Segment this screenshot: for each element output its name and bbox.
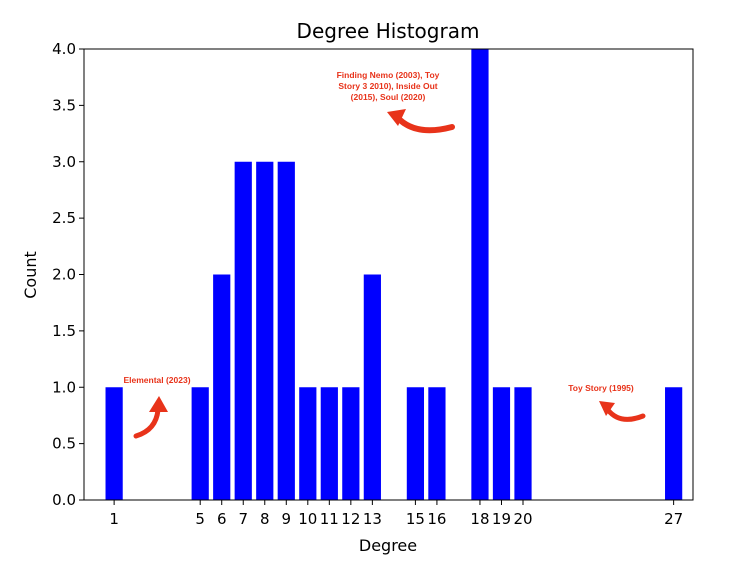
annotation-multi-film-line-1: Finding Nemo (2003), Toy	[337, 70, 440, 80]
x-tick-label: 18	[470, 510, 489, 528]
x-tick-label: 20	[513, 510, 532, 528]
x-tick-label: 13	[363, 510, 382, 528]
bar	[428, 387, 446, 500]
y-tick-label: 0.5	[52, 435, 76, 453]
x-tick-label: 15	[406, 510, 425, 528]
bar	[191, 387, 209, 500]
x-tick-label: 27	[664, 510, 683, 528]
bar	[105, 387, 123, 500]
y-tick-label: 1.5	[52, 322, 76, 340]
x-tick-label: 9	[282, 510, 292, 528]
bar	[363, 274, 381, 500]
bar	[492, 387, 511, 500]
annotation-elemental-arrowhead	[149, 396, 168, 412]
x-tick-label: 1	[109, 510, 119, 528]
bar	[320, 387, 338, 500]
annotation-toy-story-arrowhead	[599, 401, 615, 416]
y-tick-label: 2.0	[52, 266, 76, 284]
x-tick-label: 5	[195, 510, 205, 528]
annotation-multi-film-arrow	[397, 117, 455, 134]
annotation-toy-story-arrow	[605, 407, 646, 422]
y-tick-label: 2.5	[52, 209, 76, 227]
x-tick-label: 8	[260, 510, 270, 528]
y-tick-label: 3.5	[52, 96, 76, 114]
chart-title: Degree Histogram	[297, 19, 480, 43]
annotation-multi-film: Finding Nemo (2003), Toy Story 3 2010), …	[337, 70, 455, 134]
y-tick-label: 1.0	[52, 378, 76, 396]
bar	[234, 161, 252, 500]
y-tick-label: 0.0	[52, 491, 76, 509]
x-tick-label: 10	[298, 510, 317, 528]
bar	[277, 161, 295, 500]
annotation-multi-film-line-2: Story 3 2010), Inside Out	[338, 81, 437, 91]
x-tick-label: 6	[217, 510, 227, 528]
x-tick-label: 12	[341, 510, 360, 528]
bar	[299, 387, 317, 500]
y-axis-label: Count	[21, 251, 40, 299]
plot-area: 0.00.51.01.52.02.53.03.54.01 5 6 7 8 9 10 11 12 1…	[52, 40, 694, 528]
bar	[471, 49, 489, 500]
annotation-elemental-text: Elemental (2023)	[123, 375, 190, 385]
x-tick-label: 19	[492, 510, 511, 528]
bar	[256, 161, 274, 500]
annotation-multi-film-arrowhead	[387, 109, 406, 126]
x-tick-label: 16	[427, 510, 446, 528]
annotation-toy-story: Toy Story (1995)	[568, 383, 646, 422]
annotation-multi-film-line-3: (2015), Soul (2020)	[351, 92, 426, 102]
x-tick-label: 7	[238, 510, 248, 528]
annotation-toy-story-text: Toy Story (1995)	[568, 383, 634, 393]
bar	[665, 387, 683, 500]
bar	[514, 387, 532, 500]
y-tick-label: 3.0	[52, 153, 76, 171]
plot-frame	[83, 48, 694, 501]
bar	[342, 387, 360, 500]
bar	[406, 387, 425, 500]
x-tick-label: 11	[320, 510, 339, 528]
annotation-elemental: Elemental (2023)	[123, 375, 191, 439]
y-tick-label: 4.0	[52, 40, 76, 58]
annotation-elemental-arrow	[133, 407, 161, 439]
x-axis-label: Degree	[359, 536, 417, 555]
bar	[213, 274, 231, 500]
